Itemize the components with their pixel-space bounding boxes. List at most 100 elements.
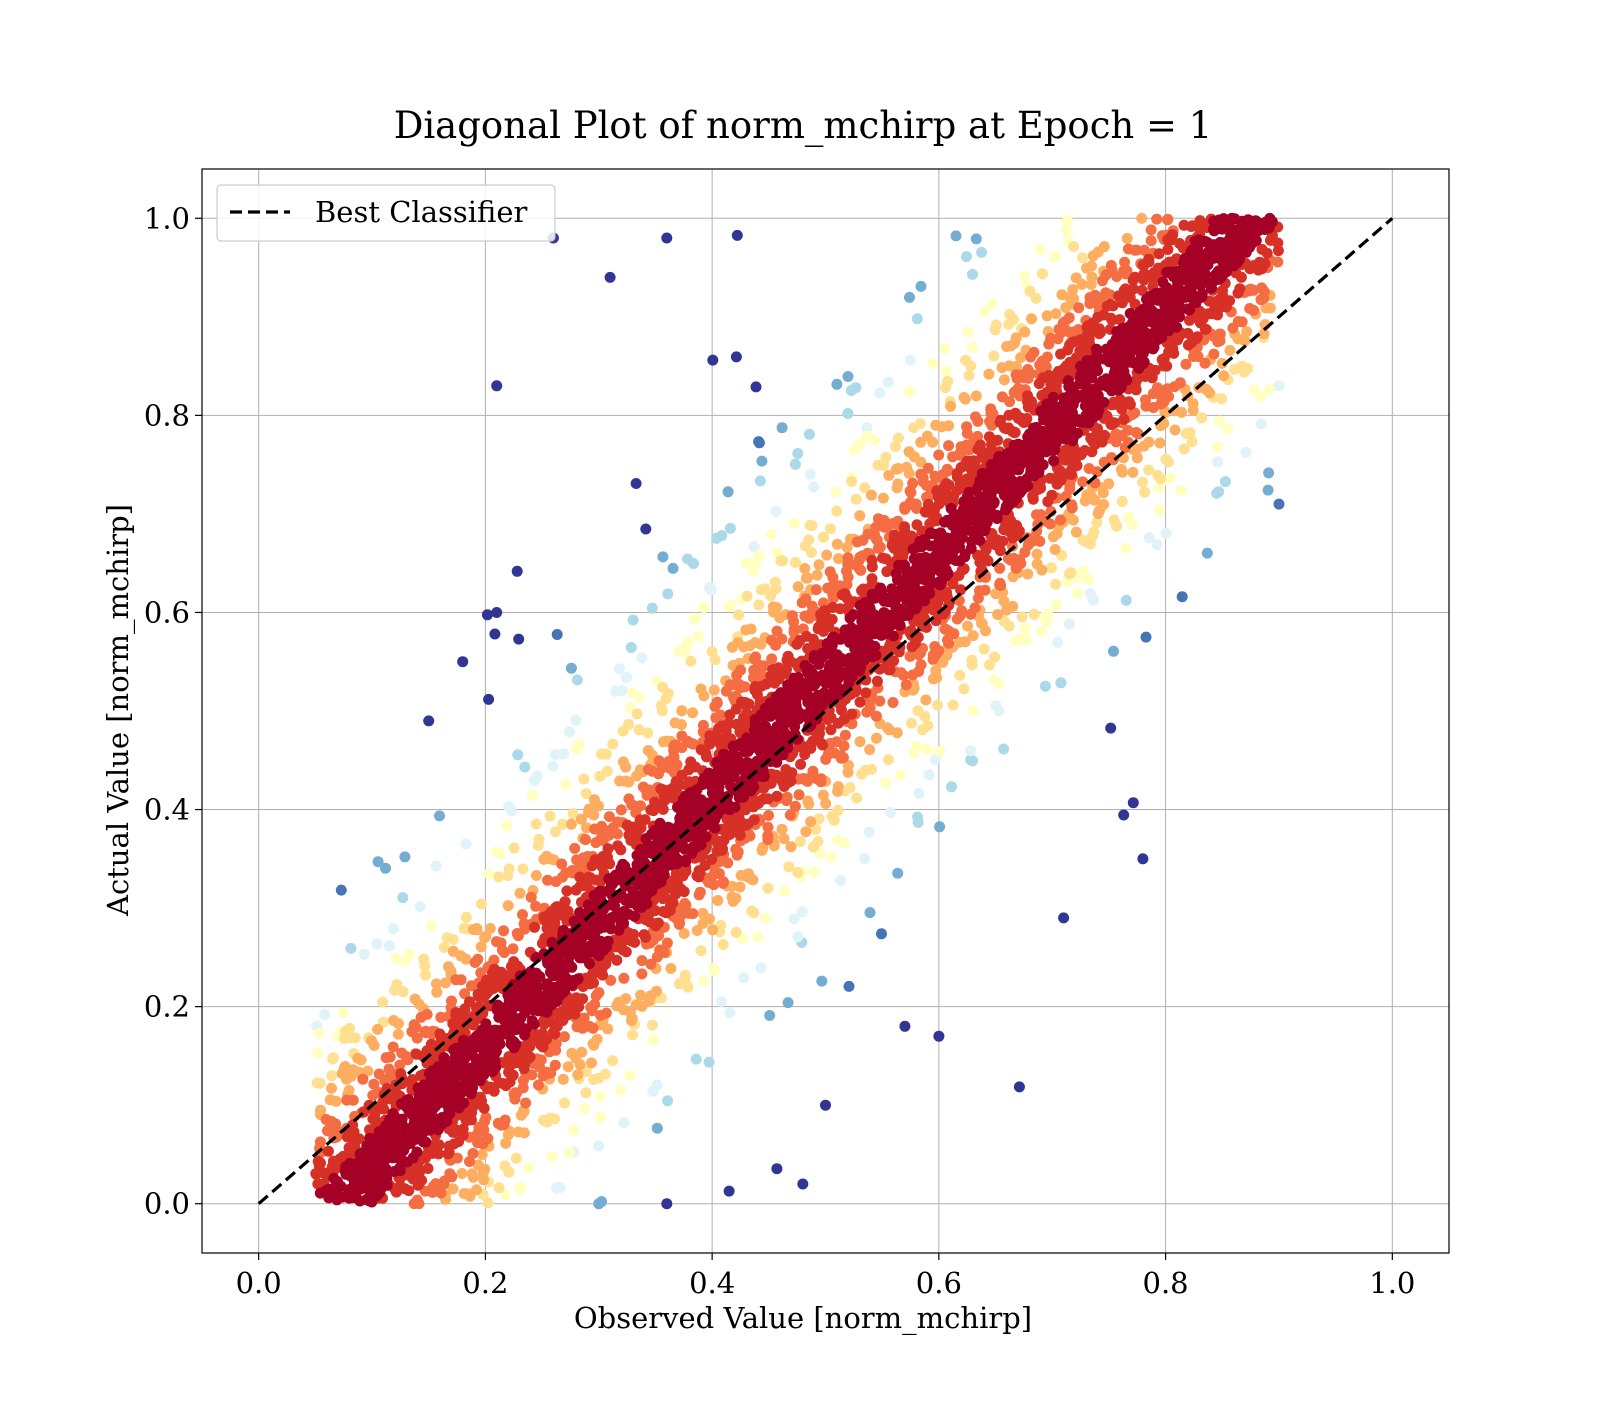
scatter-point xyxy=(1121,543,1132,554)
scatter-point xyxy=(708,963,719,974)
scatter-point xyxy=(326,1083,337,1094)
scatter-point xyxy=(753,600,764,611)
scatter-point xyxy=(523,1162,534,1173)
scatter-point xyxy=(528,988,539,999)
scatter-point xyxy=(940,343,951,354)
scatter-point xyxy=(1160,454,1171,465)
scatter-point xyxy=(423,715,434,726)
scatter-point xyxy=(572,1069,583,1080)
scatter-point xyxy=(805,469,816,480)
scatter-point xyxy=(1004,396,1015,407)
scatter-point xyxy=(457,656,468,667)
scatter-point xyxy=(566,819,577,830)
scatter-point xyxy=(312,1048,323,1059)
scatter-point xyxy=(1014,1081,1025,1092)
scatter-point xyxy=(1128,797,1139,808)
scatter-point xyxy=(754,437,765,448)
scatter-point xyxy=(888,697,899,708)
scatter-point xyxy=(901,679,912,690)
scatter-point xyxy=(662,588,673,599)
scatter-point xyxy=(922,744,933,755)
scatter-point xyxy=(1085,588,1096,599)
scatter-point xyxy=(972,416,983,427)
scatter-point xyxy=(731,351,742,362)
scatter-point xyxy=(491,380,502,391)
scatter-point xyxy=(1052,637,1063,648)
scatter-point xyxy=(718,939,729,950)
scatter-point xyxy=(771,506,782,517)
scatter-point xyxy=(1144,532,1155,543)
scatter-point xyxy=(1118,810,1129,821)
scatter-point xyxy=(901,585,912,596)
scatter-point xyxy=(501,820,512,831)
scatter-point xyxy=(566,1048,577,1059)
scatter-point xyxy=(733,610,744,621)
scatter-point xyxy=(831,506,842,517)
scatter-point xyxy=(840,730,851,741)
scatter-point xyxy=(1042,352,1053,363)
scatter-point xyxy=(846,476,857,487)
scatter-point xyxy=(964,370,975,381)
scatter-point xyxy=(811,584,822,595)
scatter-point xyxy=(726,600,737,611)
scatter-point xyxy=(1176,485,1187,496)
scatter-point xyxy=(764,1010,775,1021)
scatter-point xyxy=(963,326,974,337)
scatter-point xyxy=(612,829,623,840)
scatter-point xyxy=(1077,566,1088,577)
scatter-point xyxy=(687,707,698,718)
scatter-point xyxy=(875,542,886,553)
scatter-point xyxy=(842,542,853,553)
scatter-point xyxy=(857,535,868,546)
scatter-point xyxy=(732,230,743,241)
scatter-point xyxy=(814,659,825,670)
scatter-point xyxy=(814,559,825,570)
scatter-point xyxy=(1121,595,1132,606)
scatter-point xyxy=(527,790,538,801)
scatter-point xyxy=(1108,646,1119,657)
scatter-point xyxy=(579,1103,590,1114)
scatter-point xyxy=(723,486,734,497)
scatter-point xyxy=(645,990,656,1001)
scatter-point xyxy=(468,1148,479,1159)
scatter-point xyxy=(570,715,581,726)
scatter-point xyxy=(1022,569,1033,580)
scatter-point xyxy=(631,999,642,1010)
scatter-point xyxy=(1274,499,1285,510)
scatter-point xyxy=(647,1020,658,1031)
scatter-point xyxy=(620,762,631,773)
scatter-point xyxy=(806,547,817,558)
scatter-point xyxy=(795,836,806,847)
scatter-point xyxy=(586,1057,597,1068)
scatter-point xyxy=(999,374,1010,385)
scatter-point xyxy=(495,1025,506,1036)
scatter-point xyxy=(1234,283,1245,294)
scatter-point xyxy=(615,1085,626,1096)
scatter-point xyxy=(916,659,927,670)
scatter-point xyxy=(979,644,990,655)
scatter-point xyxy=(755,962,766,973)
scatter-point xyxy=(856,769,867,780)
scatter-point xyxy=(988,351,999,362)
scatter-point xyxy=(626,642,637,653)
scatter-point xyxy=(508,943,519,954)
scatter-point xyxy=(962,621,973,632)
scatter-point xyxy=(791,639,802,650)
scatter-point xyxy=(593,1140,604,1151)
scatter-point xyxy=(691,1054,702,1065)
scatter-point xyxy=(430,1178,441,1189)
scatter-point xyxy=(440,977,451,988)
scatter-point xyxy=(480,1112,491,1123)
scatter-point xyxy=(552,629,563,640)
scatter-point xyxy=(989,652,1000,663)
scatter-point xyxy=(476,899,487,910)
scatter-point xyxy=(1140,394,1151,405)
scatter-point xyxy=(946,781,957,792)
scatter-point xyxy=(431,861,442,872)
scatter-point xyxy=(867,561,878,572)
scatter-point xyxy=(710,654,721,665)
scatter-point xyxy=(1123,512,1134,523)
scatter-point xyxy=(960,394,971,405)
scatter-point xyxy=(571,744,582,755)
scatter-point xyxy=(812,570,823,581)
